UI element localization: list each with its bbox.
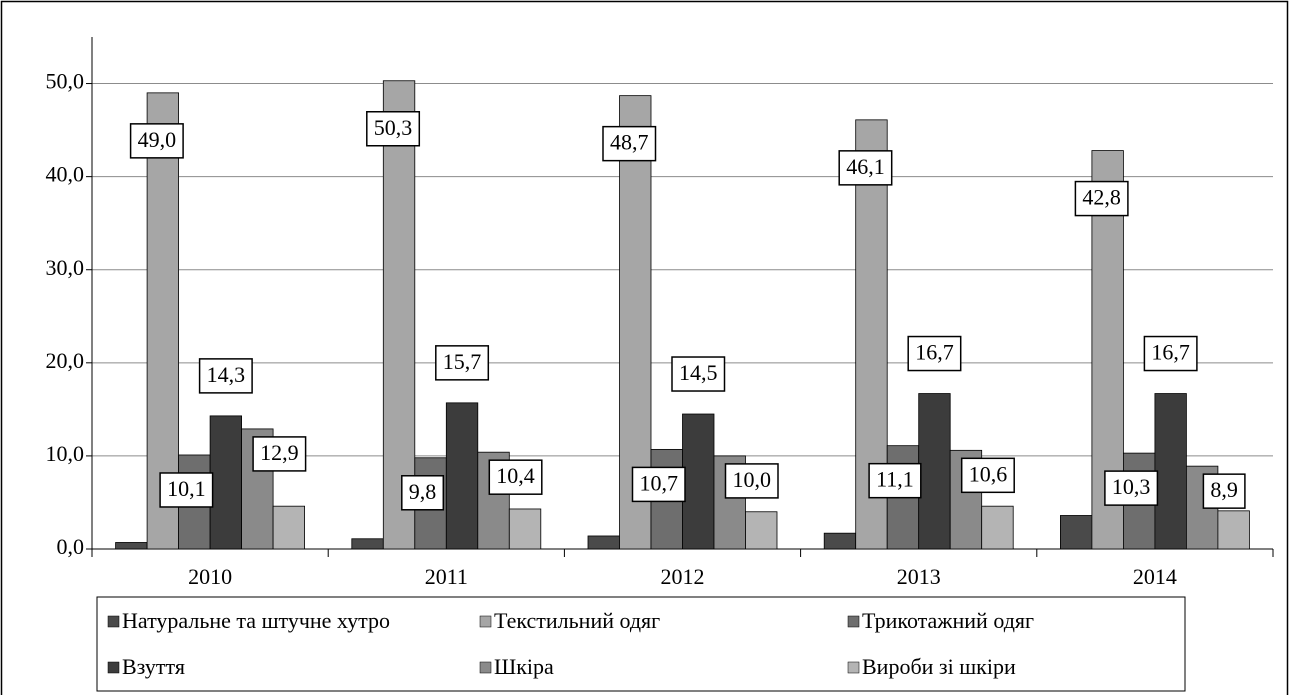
data-label-box <box>602 125 657 162</box>
data-label-box <box>401 475 445 511</box>
data-label-box <box>838 150 893 186</box>
data-label-box <box>868 462 922 499</box>
legend-label: Текстильний одяг <box>494 608 660 633</box>
data-label: 48,7 <box>610 130 649 155</box>
data-label-box <box>631 466 686 503</box>
bar <box>351 538 384 550</box>
data-label: 16,7 <box>1151 340 1190 365</box>
data-label-box <box>198 358 253 394</box>
data-label: 14,5 <box>679 360 718 385</box>
y-tick-label: 40,0 <box>46 162 85 187</box>
data-label-box <box>159 472 214 508</box>
x-tick-label: 2014 <box>1133 564 1177 589</box>
data-label: 10,4 <box>496 463 535 488</box>
legend-label: Трикотажний одяг <box>862 608 1034 633</box>
data-label: 11,1 <box>876 467 914 492</box>
legend-label: Взуття <box>122 654 185 679</box>
data-label: 42,8 <box>1082 185 1121 210</box>
bar <box>445 402 479 550</box>
x-tick-label: 2010 <box>188 564 232 589</box>
legend-swatch <box>107 661 120 674</box>
data-label-box <box>129 123 184 159</box>
bar <box>981 505 1014 550</box>
data-label: 46,1 <box>846 154 885 179</box>
data-label: 10,0 <box>733 467 772 492</box>
legend-swatch <box>847 661 860 674</box>
data-label-box <box>435 345 490 381</box>
bar <box>1060 515 1093 550</box>
bar <box>382 80 416 550</box>
data-label: 49,0 <box>138 127 177 152</box>
bar <box>272 505 306 550</box>
y-tick-label: 20,0 <box>46 348 85 373</box>
data-label-box <box>907 335 962 372</box>
legend-swatch <box>479 661 492 674</box>
data-label: 9,8 <box>409 479 437 504</box>
data-label-box <box>724 463 779 499</box>
data-label: 10,6 <box>969 461 1008 486</box>
bar <box>1217 510 1250 550</box>
legend-box <box>96 596 1186 692</box>
legend-swatch <box>479 615 492 628</box>
bar <box>745 511 778 550</box>
data-label: 10,1 <box>167 476 206 501</box>
data-label: 8,9 <box>1210 477 1238 502</box>
bar <box>508 508 542 550</box>
legend-label: Вироби зі шкіри <box>862 654 1016 679</box>
data-label: 10,7 <box>640 470 679 495</box>
legend-swatch <box>107 615 120 628</box>
data-label-box <box>1074 180 1129 217</box>
bar <box>823 532 857 550</box>
bar <box>115 542 148 550</box>
y-tick-label: 50,0 <box>46 69 85 94</box>
bar <box>1154 393 1187 550</box>
data-label-box <box>960 457 1015 494</box>
data-label-box <box>1202 473 1246 509</box>
data-label-box <box>1104 470 1159 506</box>
x-tick-label: 2012 <box>661 564 705 589</box>
bar <box>209 415 243 550</box>
x-tick-label: 2013 <box>897 564 941 589</box>
data-label: 14,3 <box>207 362 246 387</box>
data-label: 12,9 <box>260 440 299 465</box>
data-label: 15,7 <box>443 349 482 374</box>
y-tick-label: 0,0 <box>57 534 85 559</box>
bar <box>587 535 620 550</box>
bar <box>682 413 715 550</box>
data-label-box <box>671 356 726 392</box>
data-label: 50,3 <box>374 115 413 140</box>
data-label: 16,7 <box>915 340 954 365</box>
data-label-box <box>488 459 543 495</box>
data-label: 10,3 <box>1112 474 1151 499</box>
y-tick-label: 30,0 <box>46 255 85 280</box>
data-label-box <box>1143 335 1198 372</box>
y-tick-label: 10,0 <box>46 441 85 466</box>
bar <box>918 393 951 550</box>
legend-label: Натуральне та штучне хутро <box>122 608 390 633</box>
data-label-box <box>252 436 307 472</box>
x-tick-label: 2011 <box>425 564 468 589</box>
data-label-box <box>366 111 421 147</box>
legend-swatch <box>847 615 860 628</box>
legend-label: Шкіра <box>494 654 554 679</box>
